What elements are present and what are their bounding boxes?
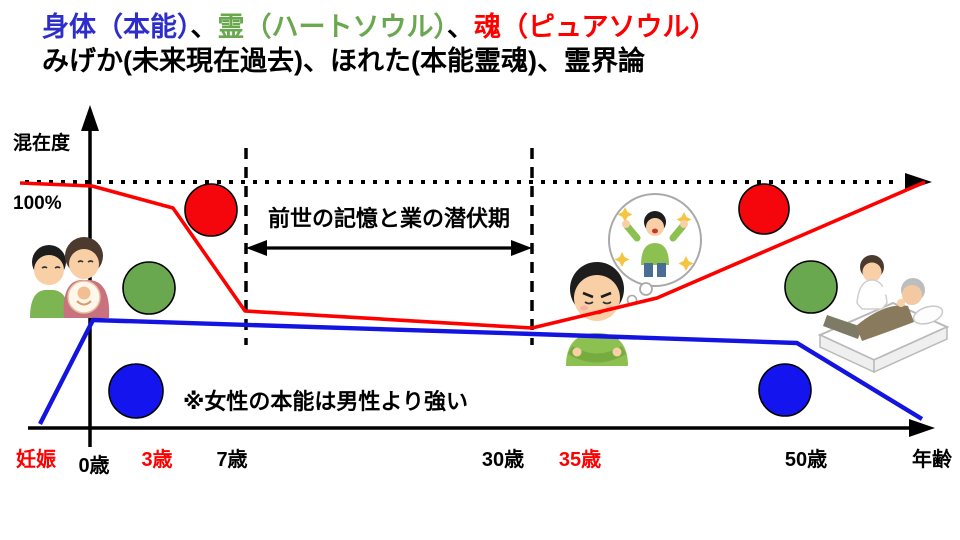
man-eyes-icon — [41, 266, 61, 269]
happy-hand-icon — [680, 220, 688, 228]
massage-scene-illustration — [817, 255, 950, 374]
caregiver-body-icon — [856, 279, 888, 310]
latent-arrow-right-head-icon — [511, 240, 532, 256]
happy-mouth-icon — [652, 228, 658, 234]
thought-bubble-icon — [608, 193, 702, 287]
x-axis-label-age: 年齢 — [912, 449, 952, 471]
daydream-man-illustration — [566, 193, 702, 366]
slide-title: 身体（本能）、霊（ハートソウル）、魂（ピュアソウル） みげか(未来現在過去)、ほ… — [42, 10, 716, 78]
woman-face-icon — [69, 249, 99, 279]
elderly-legs-icon — [823, 315, 862, 339]
y-axis-label: 混在度 — [13, 133, 71, 154]
angry-eyes-icon — [584, 301, 612, 305]
happy-hand-icon — [622, 220, 630, 228]
happy-jeans-icon — [644, 263, 653, 277]
title-line-1: 身体（本能）、霊（ハートソウル）、魂（ピュアソウル） — [42, 10, 716, 44]
green-circle-left — [122, 261, 176, 315]
happy-jeans-icon — [657, 263, 666, 277]
hand-icon — [612, 347, 622, 357]
latent-arrow-left-head-icon — [246, 240, 267, 256]
xtick-50y: 50歳 — [784, 449, 828, 471]
happy-body-icon — [641, 243, 669, 265]
title-comma: 、 — [447, 12, 474, 42]
pillow-icon — [912, 305, 944, 325]
y-axis-arrowhead-icon — [81, 105, 99, 131]
xtick-30y: 30歳 — [481, 449, 525, 471]
title-comma: 、 — [190, 12, 218, 42]
happy-face-icon — [646, 218, 664, 236]
man-face-icon — [34, 255, 64, 285]
elderly-body-icon — [856, 305, 914, 341]
elderly-face-icon — [902, 285, 922, 305]
hand-icon — [572, 347, 582, 357]
red-circle-left — [184, 183, 238, 237]
fetus-icon — [77, 286, 91, 300]
xtick-pregnancy: 妊娠 — [16, 449, 56, 471]
title-seg-spirit: 霊（ハートソウル） — [217, 12, 448, 42]
x-axis-arrowhead-icon — [909, 419, 935, 437]
fetus-body-icon — [76, 300, 92, 306]
y-axis-100-tick: 100% — [13, 193, 62, 214]
caregiver-hand-icon — [897, 299, 905, 307]
xtick-3y: 3歳 — [141, 449, 173, 471]
latent-period-label: 前世の記憶と業の潜伏期 — [267, 206, 510, 231]
sparkle-icon — [678, 256, 694, 271]
sparkle-icon — [614, 252, 630, 267]
blue-circle-left — [108, 363, 164, 419]
red-circle-right — [738, 183, 790, 235]
sparkle-icon — [617, 207, 633, 222]
blush-icon — [580, 305, 588, 311]
man-body-icon — [30, 289, 69, 318]
woman-eyes-icon — [77, 260, 94, 263]
bed-side-icon — [873, 325, 948, 374]
pregnant-couple-illustration — [30, 237, 110, 318]
sparkle-icon — [676, 212, 692, 227]
green-circle-right — [784, 260, 838, 314]
title-line-2: みげか(未来現在過去)、ほれた(本能霊魂)、霊界論 — [42, 46, 645, 76]
caregiver-face-icon — [862, 262, 882, 282]
xtick-7y: 7歳 — [216, 449, 248, 471]
title-seg-body: 身体（本能） — [42, 12, 191, 42]
red-soul-line — [19, 180, 926, 330]
title-seg-soul: 魂（ピュアソウル） — [474, 12, 717, 42]
blue-circle-right — [758, 363, 812, 417]
blue-instinct-line — [38, 317, 924, 425]
bubble-tail-large-icon — [639, 282, 653, 296]
xtick-0y: 0歳 — [78, 455, 110, 477]
angry-eyebrows-icon — [582, 291, 612, 299]
female-instinct-note: ※女性の本能は男性より強い — [183, 389, 468, 414]
happy-arms-icon — [623, 222, 687, 242]
xtick-35y: 35歳 — [558, 449, 602, 471]
